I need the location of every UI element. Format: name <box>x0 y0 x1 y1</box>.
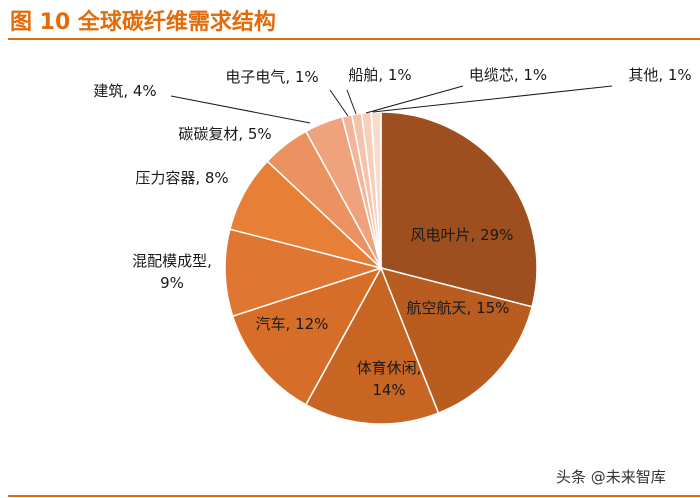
leader-line <box>346 89 357 115</box>
slice-label: 混配模成型, 9% <box>132 252 212 292</box>
slice-label: 碳碳复材, 5% <box>178 125 271 143</box>
watermark: 头条 @未来智库 <box>556 466 666 487</box>
slice-label: 其他, 1% <box>628 66 691 84</box>
pie-slice-2 <box>379 266 534 415</box>
slice-label: 压力容器, 8% <box>135 169 228 187</box>
bottom-divider <box>8 495 700 497</box>
slice-label: 建筑, 4% <box>93 82 156 100</box>
watermark-text: 头条 @未来智库 <box>556 468 666 486</box>
leader-line <box>170 95 311 124</box>
slice-label: 船舶, 1% <box>348 66 411 84</box>
pie-slice-4 <box>231 266 383 406</box>
leader-line <box>329 89 349 117</box>
pie-slice-3 <box>304 266 440 425</box>
leader-line <box>372 85 613 113</box>
slice-label: 汽车, 12% <box>256 315 329 333</box>
slice-label: 电缆芯, 1% <box>469 66 547 84</box>
leader-line <box>365 85 464 114</box>
pie-slice-5 <box>224 228 384 318</box>
slice-label: 航空航天, 15% <box>407 299 510 317</box>
pie-slice-1 <box>380 111 538 308</box>
slice-label: 电子电气, 1% <box>225 68 318 86</box>
title-divider <box>8 38 700 40</box>
figure-title: 图 10 全球碳纤维需求结构 <box>10 10 276 35</box>
slice-label: 风电叶片, 29% <box>411 226 514 244</box>
slice-label: 体育休闲, 14% <box>357 359 422 399</box>
